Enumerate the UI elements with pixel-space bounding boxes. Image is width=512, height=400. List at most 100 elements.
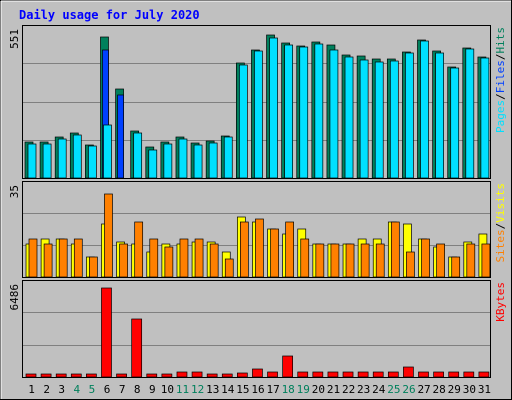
pages-bar <box>208 142 218 179</box>
sites-bar <box>330 243 340 278</box>
sites-bar <box>73 238 83 278</box>
hits-files-pages-legend-entry: Files <box>494 60 507 93</box>
kbytes-bar <box>357 371 369 378</box>
x-tick-label: 28 <box>433 383 446 396</box>
kbytes-legend-entry: KBytes <box>494 282 507 322</box>
kbytes-bar <box>297 371 309 378</box>
pages-bar <box>42 143 52 179</box>
visits-sites-legend-entry: Sites <box>494 229 507 262</box>
sites-bar <box>406 251 415 278</box>
kbytes-bar <box>327 371 339 378</box>
sites-bar <box>164 246 174 278</box>
kbytes-bar <box>448 371 460 378</box>
pages-bar <box>405 52 414 179</box>
sites-bar <box>194 238 204 278</box>
x-tick-label: 13 <box>206 383 219 396</box>
pages-bar <box>314 43 324 179</box>
kbytes-bar <box>418 371 429 378</box>
x-tick-label: 9 <box>149 383 156 396</box>
kbytes-ymax-label: 6486 <box>8 284 21 311</box>
x-tick-label: 31 <box>478 383 491 396</box>
sites-bar <box>224 258 234 278</box>
x-tick-label: 3 <box>58 383 65 396</box>
kbytes-plot-area <box>22 280 491 378</box>
pages-bar <box>420 40 429 179</box>
pages-bar <box>133 132 143 179</box>
pages-bar <box>148 149 158 179</box>
sites-bar <box>89 256 98 278</box>
hits-files-pages-legend: Pages/Files/Hits <box>494 27 507 133</box>
x-tick-label: 23 <box>357 383 370 396</box>
sites-bar <box>58 238 68 278</box>
kbytes-bar <box>25 373 37 378</box>
pages-bar <box>269 37 278 179</box>
sites-bar <box>134 221 144 278</box>
kbytes-bar <box>55 373 67 378</box>
sites-bar <box>270 228 279 278</box>
sites-bar <box>28 238 38 278</box>
chart-title: Daily usage for July 2020 <box>19 8 200 22</box>
pages-bar <box>435 52 444 179</box>
x-tick-label: 30 <box>463 383 476 396</box>
kbytes-bar <box>161 373 173 378</box>
kbytes-bar <box>372 371 384 378</box>
sites-bar <box>451 256 461 278</box>
pages-bar <box>103 124 112 179</box>
pages-bar <box>329 49 339 179</box>
visits-sites-ymax-label: 35 <box>8 185 21 198</box>
visits-sites-legend-entry: / <box>494 223 507 230</box>
kbytes-bar <box>237 372 248 378</box>
pages-bar <box>27 143 37 179</box>
sites-bar <box>421 238 430 278</box>
sites-bar <box>149 238 159 278</box>
kbytes-bar <box>252 368 263 378</box>
x-tick-label: 25 <box>387 383 400 396</box>
kbytes-bar <box>342 371 354 378</box>
sites-bar <box>255 218 264 278</box>
x-tick-label: 11 <box>176 383 189 396</box>
x-tick-label: 29 <box>448 383 461 396</box>
x-tick-label: 21 <box>327 383 340 396</box>
kbytes-bar <box>403 366 414 378</box>
sites-bar <box>285 221 294 278</box>
sites-bar <box>481 243 491 278</box>
files-bar <box>117 94 124 179</box>
kbytes-bar <box>131 318 143 378</box>
kbytes-bar <box>70 373 82 378</box>
kbytes-bar <box>463 371 475 378</box>
x-tick-label: 16 <box>251 383 264 396</box>
pages-bar <box>223 136 233 179</box>
x-tick-label: 27 <box>417 383 430 396</box>
x-tick-label: 7 <box>119 383 126 396</box>
kbytes-bar <box>433 371 444 378</box>
pages-bar <box>193 144 203 179</box>
kbytes-legend: KBytes <box>494 282 507 322</box>
x-tick-label: 24 <box>372 383 386 396</box>
x-tick-label: 20 <box>312 383 325 396</box>
x-tick-label: 17 <box>266 383 279 396</box>
x-tick-label: 10 <box>161 383 174 396</box>
x-tick-label: 6 <box>104 383 111 396</box>
x-tick-label: 1 <box>28 383 35 396</box>
kbytes-bar <box>176 371 188 378</box>
hits-files-pages-legend-entry: Hits <box>494 27 507 54</box>
sites-bar <box>240 221 249 278</box>
kbytes-bar <box>221 373 233 378</box>
sites-bar <box>390 221 400 278</box>
pages-bar <box>88 145 97 179</box>
kbytes-bar <box>86 373 97 378</box>
x-tick-label: 26 <box>402 383 415 396</box>
sites-bar <box>179 238 189 278</box>
x-tick-label: 4 <box>74 383 81 396</box>
pages-bar <box>72 134 82 179</box>
pages-bar <box>480 57 490 179</box>
kbytes-bar <box>206 373 218 378</box>
visits-sites-legend: Sites/Visits <box>494 183 507 263</box>
pages-bar <box>359 59 369 179</box>
x-tick-label: 14 <box>221 383 235 396</box>
pages-bar <box>254 50 263 179</box>
sites-bar <box>345 243 355 278</box>
pages-bar <box>389 60 399 179</box>
pages-bar <box>284 44 293 179</box>
